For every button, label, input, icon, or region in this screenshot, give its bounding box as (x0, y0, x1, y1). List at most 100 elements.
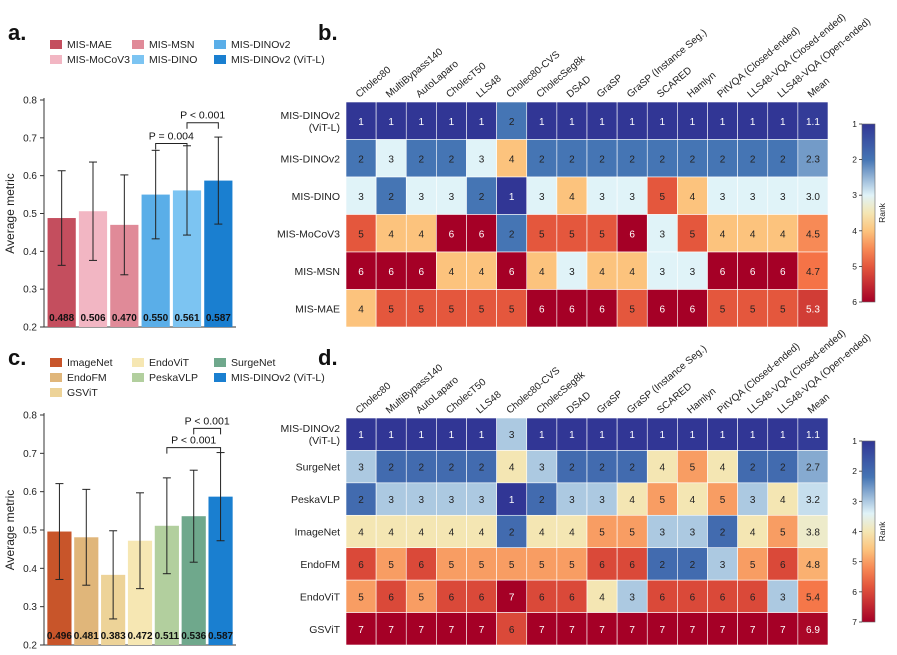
d-cell-6-12 (707, 612, 738, 646)
d-cell-value-1-7: 2 (569, 463, 575, 474)
b-cell-3-4 (466, 214, 497, 253)
b-cell-0-5 (496, 101, 528, 140)
a-y-tick-label-2: 0.4 (23, 247, 37, 258)
b-cell-3-1 (375, 214, 407, 253)
b-cell-value-0-3: 1 (449, 117, 455, 128)
b-cell-3-3 (436, 214, 467, 253)
b-cell-value-1-5: 4 (509, 154, 515, 165)
a-legend-label-4: MIS-DINO (149, 54, 197, 66)
c-legend-swatch-0 (50, 358, 62, 367)
b-cell-5-1 (375, 289, 407, 328)
b-cell-value-1-13: 2 (750, 154, 756, 165)
d-cell-value-6-9: 7 (629, 625, 635, 636)
b-cell-value-2-6: 3 (539, 192, 545, 203)
a-legend-swatch-1 (132, 40, 144, 49)
d-cell-value-4-5: 5 (509, 560, 515, 571)
b-cell-value-1-9: 2 (629, 154, 635, 165)
d-cell-1-0 (345, 450, 377, 484)
b-cell-value-1-1: 3 (388, 154, 394, 165)
b-cell-3-7 (556, 214, 588, 253)
d-cell-value-3-7: 4 (569, 528, 575, 539)
a-legend-label-1: MIS-MSN (149, 39, 195, 51)
b-cell-2-15 (797, 176, 829, 215)
a-y-tick-label-6: 0.8 (23, 96, 37, 107)
b-row-label-1-0: MIS-DINOv2 (280, 153, 340, 165)
d-cell-value-1-8: 2 (599, 463, 605, 474)
b-cell-2-9 (616, 176, 648, 215)
b-cell-value-1-10: 2 (660, 154, 666, 165)
d-cell-2-9 (616, 482, 648, 516)
b-cell-value-4-1: 6 (388, 267, 394, 278)
b-cell-1-6 (526, 139, 558, 178)
b-cell-0-2 (405, 101, 437, 140)
d-cell-value-5-10: 6 (660, 592, 666, 603)
b-cell-value-1-3: 2 (449, 154, 455, 165)
d-cell-value-5-13: 6 (750, 592, 756, 603)
d-cell-value-3-6: 4 (539, 528, 545, 539)
b-cell-value-1-2: 2 (419, 154, 425, 165)
c-legend-label-1: EndoViT (149, 357, 190, 369)
c-legend-swatch-4 (132, 373, 144, 382)
c-y-tick-label-6: 0.8 (23, 411, 37, 422)
b-colorbar-tick-label-3: 4 (852, 226, 857, 236)
b-cell-value-3-6: 5 (539, 229, 545, 240)
b-cell-5-11 (677, 289, 708, 328)
c-bar-value-label-2: 0.383 (101, 631, 126, 642)
b-row-label-2-0: MIS-DINO (292, 191, 340, 203)
b-cell-value-4-7: 3 (569, 267, 575, 278)
d-cell-value-0-14: 1 (780, 430, 786, 441)
b-cell-1-2 (405, 139, 437, 178)
c-bar-value-label-0: 0.496 (47, 631, 72, 642)
d-cell-value-6-14: 7 (780, 625, 786, 636)
c-bar-value-label-4: 0.511 (155, 631, 180, 642)
b-cell-value-3-11: 5 (690, 229, 696, 240)
d-cell-4-14 (767, 547, 799, 581)
d-colorbar-tick-label-1: 2 (852, 466, 857, 476)
panel-label-1: b. (318, 20, 338, 45)
d-cell-value-2-4: 3 (479, 495, 485, 506)
c-legend-label-5: MIS-DINOv2 (ViT-L) (231, 372, 325, 384)
b-cell-5-15 (797, 289, 829, 328)
b-cell-0-9 (616, 101, 648, 140)
b-cell-value-5-13: 5 (750, 304, 756, 315)
a-legend-label-3: MIS-MoCoV3 (67, 54, 130, 66)
b-row-label-5-0: MIS-MAE (295, 303, 340, 315)
d-cell-3-11 (677, 514, 708, 549)
b-cell-value-5-2: 5 (419, 304, 425, 315)
d-cell-value-1-11: 5 (690, 463, 696, 474)
d-cell-value-1-6: 3 (539, 463, 545, 474)
d-cell-value-6-11: 7 (690, 625, 696, 636)
d-cell-value-0-1: 1 (388, 430, 394, 441)
b-cell-value-2-14: 3 (780, 192, 786, 203)
d-colorbar-tick-label-6: 7 (852, 617, 857, 627)
b-cell-2-2 (405, 176, 437, 215)
b-cell-value-5-5: 5 (509, 304, 515, 315)
d-cell-value-6-7: 7 (569, 625, 575, 636)
b-cell-value-5-9: 5 (629, 304, 635, 315)
b-cell-value-0-4: 1 (479, 117, 485, 128)
b-cell-value-5-7: 6 (569, 304, 575, 315)
d-cell-value-5-15: 5.4 (806, 592, 820, 603)
d-cell-value-0-15: 1.1 (806, 430, 820, 441)
b-column-label-15: Mean (806, 76, 832, 101)
b-cell-value-4-15: 4.7 (806, 267, 820, 278)
b-heatmap: Cholec80MultiBypass140AutoLaparoCholecT5… (277, 12, 887, 328)
a-y-tick-label-1: 0.3 (23, 285, 37, 296)
b-cell-value-2-11: 4 (690, 192, 696, 203)
d-cell-value-3-13: 4 (750, 528, 756, 539)
a-legend-swatch-3 (50, 55, 62, 64)
d-row-label-2-0: PeskaVLP (291, 494, 340, 506)
d-cell-6-11 (677, 612, 708, 646)
d-cell-value-3-8: 5 (599, 528, 605, 539)
c-bar-value-label-5: 0.536 (181, 631, 206, 642)
d-cell-0-14 (767, 417, 799, 451)
d-cell-3-7 (556, 514, 588, 549)
d-cell-1-2 (405, 450, 437, 484)
a-bar-value-label-0: 0.488 (49, 313, 74, 324)
c-bar-value-label-3: 0.472 (127, 631, 152, 642)
d-colorbar-tick-label-2: 3 (852, 496, 857, 506)
d-cell-2-4 (466, 482, 497, 516)
b-column-label-8: GraSP (595, 72, 625, 100)
b-cell-value-2-12: 3 (720, 192, 726, 203)
b-cell-5-13 (737, 289, 769, 328)
